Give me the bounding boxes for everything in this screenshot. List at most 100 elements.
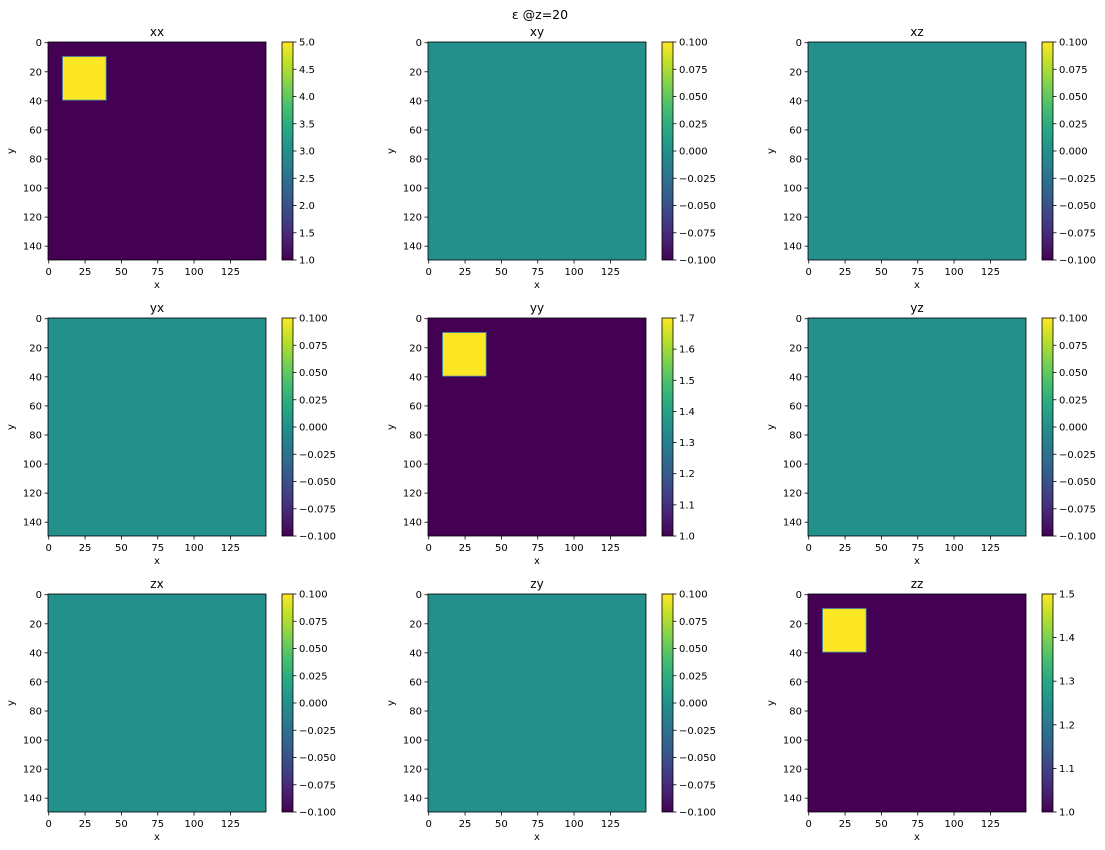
x-axis-label: x: [534, 556, 540, 567]
colorbar-tick-label: 0.100: [1059, 38, 1088, 49]
y-tick-label: 40: [409, 648, 422, 659]
y-tick-label: 20: [409, 619, 422, 630]
colorbar: [661, 317, 674, 537]
axes-frame: [807, 41, 1027, 261]
y-tick-label: 140: [23, 518, 42, 529]
heatmap-field: [48, 318, 266, 536]
x-tick-label: 25: [459, 543, 472, 554]
x-tick-label: 50: [875, 267, 888, 278]
y-tick-label: 100: [403, 736, 422, 747]
y-tick-label: 80: [409, 706, 422, 717]
y-tick-label: 0: [416, 590, 422, 601]
x-axis-label: x: [914, 556, 920, 567]
colorbar-tick-label: 0.050: [1059, 92, 1088, 103]
colorbar-tick-label: 2.5: [299, 174, 315, 185]
x-tick-label: 0: [426, 267, 432, 278]
x-tick-label: 75: [531, 819, 544, 830]
colorbar-tick-label: 0.000: [679, 147, 708, 158]
y-tick-label: 60: [789, 401, 802, 412]
y-tick-label: 20: [29, 67, 42, 78]
heatmap-inclusion: [62, 56, 107, 101]
y-tick-label: 80: [409, 154, 422, 165]
colorbar-tick-label: 0.075: [299, 341, 328, 352]
x-axis-label: x: [914, 280, 920, 291]
y-tick-label: 100: [783, 184, 802, 195]
x-tick-label: 100: [185, 819, 204, 830]
colorbar-tick-label: 1.2: [679, 469, 695, 480]
y-tick-label: 60: [789, 677, 802, 688]
x-tick-label: 100: [945, 267, 964, 278]
y-tick-label: 0: [416, 38, 422, 49]
colorbar-tick-label: 1.1: [1059, 764, 1075, 775]
colorbar-tick-label: −0.075: [679, 228, 716, 239]
colorbar-tick-label: 0.100: [679, 38, 708, 49]
x-tick-label: 125: [981, 267, 1000, 278]
x-tick-label: 0: [426, 819, 432, 830]
y-tick-label: 0: [36, 314, 42, 325]
x-axis-label: x: [534, 832, 540, 843]
x-tick-label: 50: [495, 819, 508, 830]
subplot-xy: xy0 25 50 75 100 125020406080100120140xy−0.10…: [386, 25, 716, 291]
x-axis-label: x: [534, 280, 540, 291]
y-tick-label: 100: [783, 736, 802, 747]
colorbar-tick-label: 1.4: [1059, 633, 1075, 644]
y-tick-label: 140: [23, 794, 42, 805]
y-tick-label: 0: [796, 590, 802, 601]
colorbar-tick-label: −0.075: [679, 780, 716, 791]
subplot-xz: xz 0 25 50 75 100 125 0 20 40 60 80 100 120 140 x y −0.10…: [766, 25, 1096, 291]
colorbar-tick-label: 1.0: [299, 256, 315, 267]
axes-frame: [47, 41, 267, 261]
subplot-title: yz: [910, 301, 923, 315]
y-tick-label: 140: [23, 242, 42, 253]
x-tick-label: 25: [459, 267, 472, 278]
x-tick-label: 125: [981, 819, 1000, 830]
x-tick-label: 0: [426, 543, 432, 554]
x-tick-label: 0: [806, 543, 812, 554]
subplot-zy: zy 0 25 50 75 100 125 0 20 40 60 80 100 120 140 x y −0.10…: [386, 577, 716, 843]
colorbar: [281, 317, 294, 537]
colorbar: [661, 593, 674, 813]
x-tick-label: 50: [115, 267, 128, 278]
x-tick-label: 50: [495, 267, 508, 278]
y-tick-label: 120: [783, 489, 802, 500]
x-tick-label: 100: [945, 543, 964, 554]
x-tick-label: 25: [79, 819, 92, 830]
colorbar: [281, 593, 294, 813]
colorbar-tick-label: −0.025: [1059, 174, 1096, 185]
x-tick-label: 125: [601, 267, 620, 278]
subplot-title: xx: [150, 25, 164, 39]
colorbar-tick-label: 1.0: [1059, 808, 1075, 819]
colorbar-tick-label: 3.5: [299, 119, 315, 130]
axes-frame: [47, 317, 267, 537]
y-axis-label: y: [6, 424, 17, 430]
colorbar-tick-label: −0.050: [1059, 201, 1096, 212]
y-tick-label: 140: [403, 242, 422, 253]
x-tick-label: 100: [945, 819, 964, 830]
y-tick-label: 80: [29, 706, 42, 717]
subplot-yx: yx 0 25 50 75 100 125 0 20 40 60 80 100 120 140 x y −0.10…: [6, 301, 336, 567]
x-tick-label: 75: [911, 819, 924, 830]
colorbar-tick-label: 0.075: [1059, 65, 1088, 76]
y-tick-label: 120: [23, 765, 42, 776]
x-tick-label: 100: [565, 819, 584, 830]
x-tick-label: 125: [221, 543, 240, 554]
y-tick-label: 20: [409, 343, 422, 354]
x-tick-label: 125: [221, 819, 240, 830]
x-tick-label: 125: [981, 543, 1000, 554]
heatmap-field: [428, 594, 646, 812]
x-axis-label: x: [154, 556, 160, 567]
x-tick-label: 75: [531, 267, 544, 278]
colorbar-tick-label: −0.100: [1059, 532, 1096, 543]
y-axis-label: y: [766, 148, 777, 154]
colorbar-tick-label: 0.100: [679, 590, 708, 601]
y-tick-label: 60: [29, 401, 42, 412]
y-tick-label: 20: [29, 619, 42, 630]
colorbar-tick-label: 0.000: [679, 699, 708, 710]
colorbar-tick-label: −0.025: [299, 726, 336, 737]
heatmap-field: [428, 42, 646, 260]
y-tick-label: 120: [23, 213, 42, 224]
y-tick-label: 80: [789, 154, 802, 165]
y-tick-label: 40: [29, 96, 42, 107]
colorbar-tick-label: 0.025: [1059, 119, 1088, 130]
colorbar-tick-label: −0.075: [299, 780, 336, 791]
